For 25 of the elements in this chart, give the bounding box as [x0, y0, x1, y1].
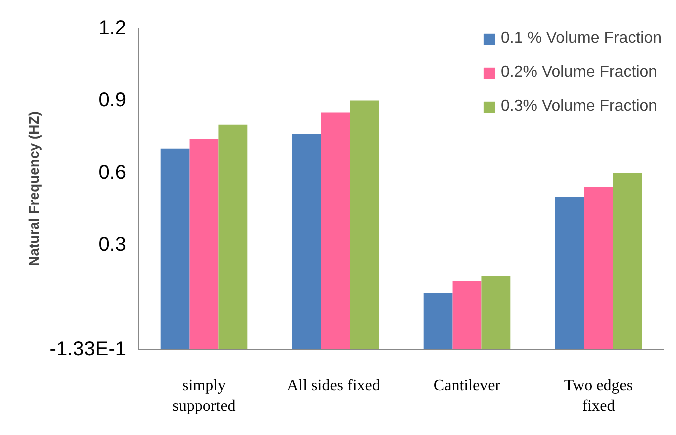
y-tick-label: 1.2 — [98, 18, 127, 40]
legend-label: 0.2% Volume Fraction — [501, 64, 658, 82]
bar — [424, 293, 453, 350]
y-tick-label: 0.9 — [98, 90, 127, 112]
bar — [584, 187, 614, 350]
y-axis-title: Natural Frequency (HZ) — [26, 112, 42, 266]
legend-label: 0.1 % Volume Fraction — [501, 30, 662, 48]
x-tick-label: Two edges fixed — [564, 378, 634, 415]
legend-label: 0.3% Volume Fraction — [501, 98, 658, 116]
bar — [160, 148, 190, 350]
bar — [482, 276, 511, 350]
bar — [555, 197, 584, 350]
x-tick-label: Cantilever — [434, 378, 502, 394]
y-tick-label: -1.33E-1 — [50, 338, 127, 360]
y-tick-label: 0.6 — [98, 162, 127, 184]
bar — [190, 139, 219, 350]
y-tick-label: 0.3 — [98, 234, 127, 256]
bar — [350, 100, 380, 350]
bar — [613, 172, 642, 350]
bar — [218, 124, 248, 350]
bar — [321, 112, 350, 350]
bar — [452, 281, 482, 350]
x-tick-label: simply supported — [172, 378, 236, 415]
x-tick-label: All sides fixed — [287, 378, 380, 394]
bar — [292, 134, 322, 350]
